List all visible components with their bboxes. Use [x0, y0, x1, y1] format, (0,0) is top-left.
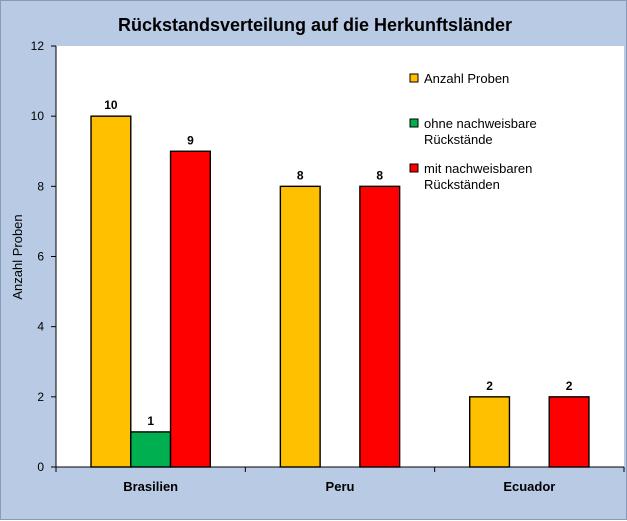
data-label: 9 — [187, 133, 194, 147]
y-tick-label: 6 — [37, 250, 44, 264]
bar — [468, 396, 511, 468]
bar — [359, 185, 401, 468]
y-tick-label: 12 — [31, 39, 45, 53]
legend-label: Rückstände — [424, 132, 493, 147]
chart-title: Rückstandsverteilung auf die Herkunftslä… — [118, 15, 512, 35]
y-tick-label: 0 — [37, 460, 44, 474]
data-label: 2 — [486, 379, 493, 393]
data-label: 8 — [297, 168, 304, 182]
legend-label: ohne nachweisbare — [424, 116, 537, 131]
data-label: 8 — [376, 168, 383, 182]
plot-area — [56, 46, 624, 467]
data-labels: 10 1 9 8 8 2 2 — [104, 98, 573, 428]
y-tick-label: 10 — [31, 109, 45, 123]
x-axis: Brasilien Peru Ecuador — [55, 466, 625, 494]
y-tick-label: 8 — [37, 179, 44, 193]
legend-swatch — [409, 73, 419, 83]
bars — [90, 115, 590, 468]
x-tick-label: Ecuador — [503, 479, 555, 494]
bar — [90, 115, 132, 468]
data-label: 10 — [104, 98, 118, 112]
x-tick-label: Peru — [326, 479, 355, 494]
legend-swatch — [409, 118, 419, 128]
bar — [279, 185, 321, 468]
y-tick-label: 2 — [37, 390, 44, 404]
legend-label: mit nachweisbaren — [424, 161, 532, 176]
data-label: 2 — [566, 379, 573, 393]
y-axis: 0 2 4 6 8 10 12 — [31, 39, 57, 474]
legend-label: Rückständen — [424, 177, 500, 192]
bar — [169, 150, 212, 468]
legend-swatch — [409, 163, 419, 173]
data-label: 1 — [147, 414, 154, 428]
legend-label: Anzahl Proben — [424, 71, 509, 86]
y-tick-label: 4 — [37, 320, 44, 334]
bar — [130, 431, 172, 468]
bar — [548, 396, 590, 468]
x-tick-label: Brasilien — [123, 479, 178, 494]
y-axis-label: Anzahl Proben — [10, 214, 25, 299]
